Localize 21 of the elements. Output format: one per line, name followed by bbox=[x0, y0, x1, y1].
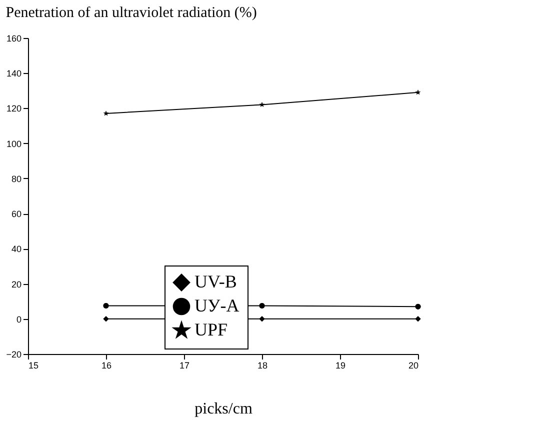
y-tick-label: 20 bbox=[11, 279, 22, 290]
y-tick-label: 40 bbox=[11, 244, 22, 254]
y-tick-label: 80 bbox=[11, 174, 22, 184]
legend-label: UPF bbox=[194, 320, 228, 340]
x-tick-label: 17 bbox=[179, 360, 190, 370]
y-tick-label: −20 bbox=[6, 350, 22, 360]
y-tick-label: 120 bbox=[6, 104, 22, 114]
x-tick-label: 15 bbox=[28, 360, 39, 370]
y-tick-label: 0 bbox=[16, 314, 22, 324]
x-tick-label: 20 bbox=[408, 360, 418, 370]
y-tick-label: 140 bbox=[6, 68, 22, 79]
x-tick-label: 19 bbox=[335, 360, 346, 370]
x-tick-label: 18 bbox=[257, 360, 268, 370]
legend-label: UУ-A bbox=[194, 296, 240, 316]
x-axis-title: picks/cm bbox=[194, 400, 253, 418]
x-tick-label: 16 bbox=[101, 360, 112, 370]
legend-label: UV-B bbox=[194, 272, 237, 292]
chart-title: Penetration of an ultraviolet radiation (%) bbox=[6, 5, 257, 21]
y-tick-label: 160 bbox=[6, 34, 22, 44]
y-tick-label: 100 bbox=[6, 138, 22, 149]
y-tick-label: 60 bbox=[11, 209, 22, 220]
